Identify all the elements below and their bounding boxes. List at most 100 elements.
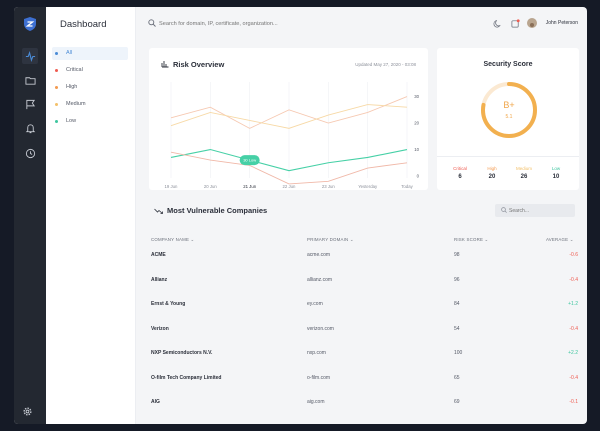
app-window: Dashboard All Critical High Medium Low <box>14 7 587 424</box>
clock-icon[interactable] <box>22 145 38 161</box>
moon-icon[interactable] <box>493 19 502 28</box>
company-name: Allianz <box>151 276 168 283</box>
top-bar: John Peterson <box>136 7 587 41</box>
stat-label: Critical <box>453 166 467 171</box>
activity-icon[interactable] <box>22 48 38 64</box>
company-name: O-film Tech Company Limited <box>151 374 222 381</box>
tooltip-badge <box>239 155 260 166</box>
x-tick-label: 23 Jun <box>322 184 336 189</box>
gauge-arc <box>481 82 537 138</box>
company-domain: nxp.com <box>307 350 326 356</box>
search-icon <box>501 207 507 213</box>
x-tick-label: Today <box>401 184 413 189</box>
stat-value: 6 <box>458 174 462 180</box>
avatar[interactable] <box>527 18 537 28</box>
col-risk-score[interactable]: RISK SCORE ⌄ <box>454 237 489 242</box>
x-tick-label: 21 Jun <box>243 184 257 189</box>
table-row[interactable]: O-film Tech Company Limited o-film.com 65 -… <box>151 368 578 392</box>
table-row[interactable]: NXP Semiconductors N.V. nxp.com 100 +2.2 <box>151 343 578 367</box>
filter-all[interactable]: All <box>52 47 128 60</box>
notification-icon[interactable] <box>511 19 520 28</box>
icon-rail <box>14 7 46 424</box>
filter-dot <box>55 52 58 55</box>
companies-title: Most Vulnerable Companies <box>167 206 268 215</box>
filter-label: Critical <box>66 67 83 73</box>
y-tick-label: 0 <box>417 174 420 179</box>
company-name: AIG <box>151 399 160 405</box>
stat-medium: Medium 26 <box>507 166 541 180</box>
risk-overview-chart: 19 Jun 20 Jun 21 Jun 22 Jun 23 Jun Yesterday T… <box>165 82 420 189</box>
x-tick-label: Yesterday <box>358 184 378 189</box>
gear-icon[interactable] <box>22 406 33 417</box>
series-line <box>170 96 408 129</box>
stat-high: High 20 <box>475 166 509 180</box>
stat-critical: Critical 6 <box>443 166 477 180</box>
table-search-input[interactable] <box>509 205 571 216</box>
global-search-input[interactable] <box>159 18 399 29</box>
table-row[interactable]: Allianz allianz.com 96 -0.4 <box>151 270 578 294</box>
risk-score: 96 <box>454 276 460 283</box>
risk-score: 84 <box>454 301 460 307</box>
score-gauge <box>481 82 537 138</box>
stat-label: Medium <box>515 166 532 171</box>
folder-icon[interactable] <box>22 72 38 88</box>
card-divider <box>437 156 579 157</box>
filter-medium[interactable]: Medium <box>52 98 128 111</box>
company-domain: verizon.com <box>307 325 334 332</box>
bar-chart-icon <box>161 61 169 68</box>
security-score-title: Security Score <box>483 61 533 68</box>
user-name[interactable]: John Peterson <box>545 20 578 26</box>
risk-score: 98 <box>454 252 460 258</box>
risk-overview-title: Risk Overview <box>173 60 225 69</box>
average-change: +2.2 <box>568 350 578 356</box>
table-row[interactable]: Ernst & Young ey.com 84 +1.2 <box>151 294 578 318</box>
col-company-name[interactable]: COMPANY NAME ⌄ <box>151 237 195 242</box>
company-name: Verizon <box>151 325 169 332</box>
y-tick-label: 20 <box>414 121 419 126</box>
series-line <box>170 151 408 185</box>
risk-score: 54 <box>454 325 460 332</box>
company-domain: aig.com <box>307 399 325 405</box>
security-score-card: Security Score B+ 5.1 Critical 6 High 20… <box>437 48 579 190</box>
table-row[interactable]: AIG aig.com 69 -0.1 <box>151 392 578 416</box>
risk-score: 65 <box>454 374 460 381</box>
filter-low[interactable]: Low <box>52 115 128 128</box>
average-change: -0.6 <box>569 252 578 258</box>
filter-dot <box>55 103 58 106</box>
average-change: +1.2 <box>568 301 578 307</box>
company-name: NXP Semiconductors N.V. <box>151 350 213 356</box>
tooltip-text: 30 Low <box>243 158 256 163</box>
shield-logo-icon[interactable] <box>22 16 38 32</box>
stat-low: Low 10 <box>539 166 573 180</box>
flag-icon[interactable] <box>22 96 38 112</box>
filter-high[interactable]: High <box>52 81 128 94</box>
table-search[interactable] <box>495 204 575 217</box>
score-grade: B+ <box>503 100 515 110</box>
series-line <box>170 104 408 129</box>
table-row[interactable]: Verizon verizon.com 54 -0.4 <box>151 319 578 343</box>
stat-label: High <box>487 166 497 171</box>
page-title: Dashboard <box>60 19 107 30</box>
stat-value: 20 <box>488 174 496 180</box>
company-domain: o-film.com <box>307 374 331 381</box>
bell-icon[interactable] <box>22 120 38 136</box>
col-primary-domain[interactable]: PRIMARY DOMAIN ⌄ <box>307 237 354 242</box>
filter-label: Low <box>66 118 77 124</box>
risk-score: 69 <box>454 399 460 405</box>
average-change: -0.4 <box>569 325 578 332</box>
search-icon <box>148 19 156 27</box>
stat-value: 26 <box>520 174 528 180</box>
company-domain: allianz.com <box>307 276 333 283</box>
average-change: -0.4 <box>569 276 578 283</box>
col-average[interactable]: AVERAGE ⌄ <box>546 237 574 242</box>
filter-critical[interactable]: Critical <box>52 64 128 77</box>
company-name: Ernst & Young <box>151 301 186 307</box>
series-line <box>170 148 408 172</box>
filter-dot <box>55 86 58 89</box>
company-domain: acme.com <box>307 252 331 258</box>
risk-score: 100 <box>454 350 463 356</box>
filter-label: All <box>66 50 73 56</box>
stat-label: Low <box>551 166 561 171</box>
trend-down-icon <box>154 208 163 214</box>
table-row[interactable]: ACME acme.com 98 -0.6 <box>151 245 578 269</box>
